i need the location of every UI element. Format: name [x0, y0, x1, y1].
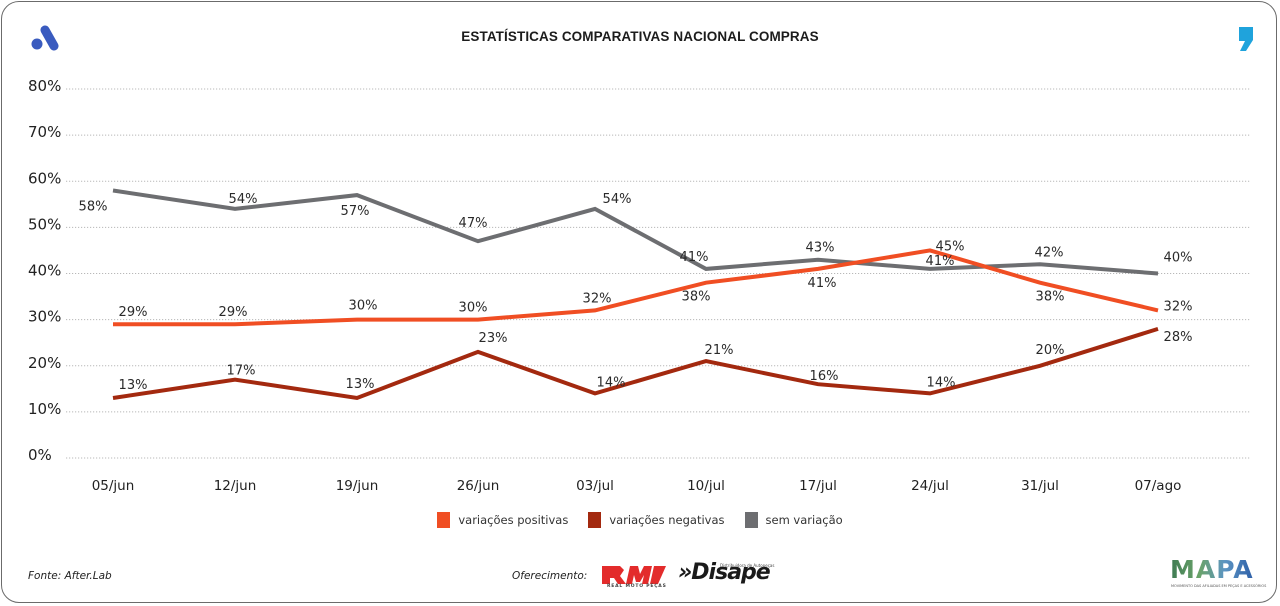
x-tick-label: 19/jun	[336, 478, 379, 494]
data-label-positivas: 30%	[349, 299, 378, 314]
data-label-sem-variacao: 41%	[680, 250, 709, 265]
data-label-negativas: 13%	[119, 378, 148, 393]
sponsor-label: Oferecimento:	[512, 570, 588, 582]
data-label-sem-variacao: 54%	[603, 192, 632, 207]
disape-subtitle: Distribuidora de Autopeças	[720, 563, 775, 568]
y-tick-label: 10%	[28, 400, 61, 418]
x-axis-ticks: 05/jun 12/jun 19/jun 26/jun 03/jul 10/jul 17/j…	[92, 478, 1182, 494]
x-tick-label: 05/jun	[92, 478, 135, 494]
x-tick-label: 12/jun	[214, 478, 257, 494]
data-label-sem-variacao: 40%	[1164, 251, 1193, 266]
data-labels: 58% 54% 57% 47% 54% 41% 43% 41% 42% 40% 29% 29% 30% 3…	[79, 192, 1193, 393]
data-label-positivas: 32%	[583, 291, 612, 306]
data-label-positivas: 41%	[808, 276, 837, 291]
data-label-negativas: 23%	[479, 331, 508, 346]
y-tick-label: 60%	[28, 169, 61, 187]
legend-swatch-positivas	[437, 512, 451, 528]
y-tick-label: 70%	[28, 123, 61, 141]
y-tick-label: 40%	[28, 262, 61, 280]
data-label-sem-variacao: 57%	[341, 204, 370, 219]
series-line-sem-variacao	[112, 188, 1159, 276]
x-tick-label: 03/jul	[576, 478, 614, 494]
chart-title: ESTATÍSTICAS COMPARATIVAS NACIONAL COMPR…	[461, 29, 819, 44]
data-label-negativas: 16%	[810, 369, 839, 384]
data-label-positivas: 29%	[219, 305, 248, 320]
mapa-logo: MAPA	[1170, 555, 1254, 584]
legend-item-sem-variacao[interactable]: sem variação	[744, 512, 843, 528]
data-label-negativas: 28%	[1164, 330, 1193, 345]
rmp-subtitle: REAL MOTO PEÇAS	[607, 584, 667, 589]
y-tick-label: 0%	[28, 446, 52, 464]
chart-legend: variações positivas variações negativas …	[0, 512, 1280, 528]
data-label-positivas: 38%	[682, 290, 711, 305]
legend-swatch-negativas	[588, 512, 602, 528]
data-label-negativas: 13%	[346, 377, 375, 392]
legend-swatch-sem-variacao	[744, 512, 758, 528]
data-label-sem-variacao: 47%	[459, 216, 488, 231]
data-label-negativas: 21%	[705, 343, 734, 358]
data-label-positivas: 32%	[1164, 299, 1193, 314]
source-note: Fonte: After.Lab	[28, 570, 112, 582]
data-label-sem-variacao: 41%	[926, 254, 955, 269]
series-line-positivas	[113, 248, 1159, 327]
data-label-negativas: 17%	[227, 364, 256, 379]
data-label-sem-variacao: 54%	[229, 192, 258, 207]
data-label-negativas: 14%	[597, 375, 626, 390]
y-tick-label: 80%	[28, 77, 61, 95]
y-tick-label: 50%	[28, 215, 61, 233]
data-label-sem-variacao: 42%	[1035, 245, 1064, 260]
legend-label: variações negativas	[609, 513, 725, 527]
data-label-positivas: 30%	[459, 301, 488, 316]
x-tick-label: 31/jul	[1021, 478, 1059, 494]
stylized-a-logo-icon	[31, 25, 59, 51]
data-label-positivas: 38%	[1036, 290, 1065, 305]
legend-label: variações positivas	[458, 513, 569, 527]
legend-label: sem variação	[765, 513, 843, 527]
series-lines	[112, 188, 1159, 401]
legend-item-positivas[interactable]: variações positivas	[437, 512, 568, 528]
data-label-positivas: 45%	[936, 239, 965, 254]
series-line-negativas	[112, 326, 1159, 401]
x-tick-label: 26/jun	[457, 478, 500, 494]
mapa-subtitle: MOVIMENTO DAS AFILIADAS EM PEÇAS E ACESS…	[1171, 584, 1267, 588]
data-label-sem-variacao: 58%	[79, 199, 108, 214]
gridlines	[66, 88, 1250, 459]
y-tick-label: 20%	[28, 354, 61, 372]
x-tick-label: 24/jul	[911, 478, 949, 494]
x-tick-label: 17/jul	[799, 478, 837, 494]
rmp-logo-icon	[602, 566, 666, 584]
x-tick-label: 10/jul	[687, 478, 725, 494]
legend-item-negativas[interactable]: variações negativas	[588, 512, 725, 528]
data-label-positivas: 29%	[119, 305, 148, 320]
data-label-negativas: 20%	[1036, 343, 1065, 358]
x-tick-label: 07/ago	[1135, 478, 1182, 494]
disape-logo: »Disape	[678, 560, 771, 585]
data-label-sem-variacao: 43%	[806, 241, 835, 256]
y-tick-label: 30%	[28, 308, 61, 326]
data-label-negativas: 14%	[927, 375, 956, 390]
y-axis-ticks: 0% 10% 20% 30% 40% 50% 60% 70% 80%	[28, 77, 61, 464]
comma-logo-icon	[1239, 27, 1253, 51]
